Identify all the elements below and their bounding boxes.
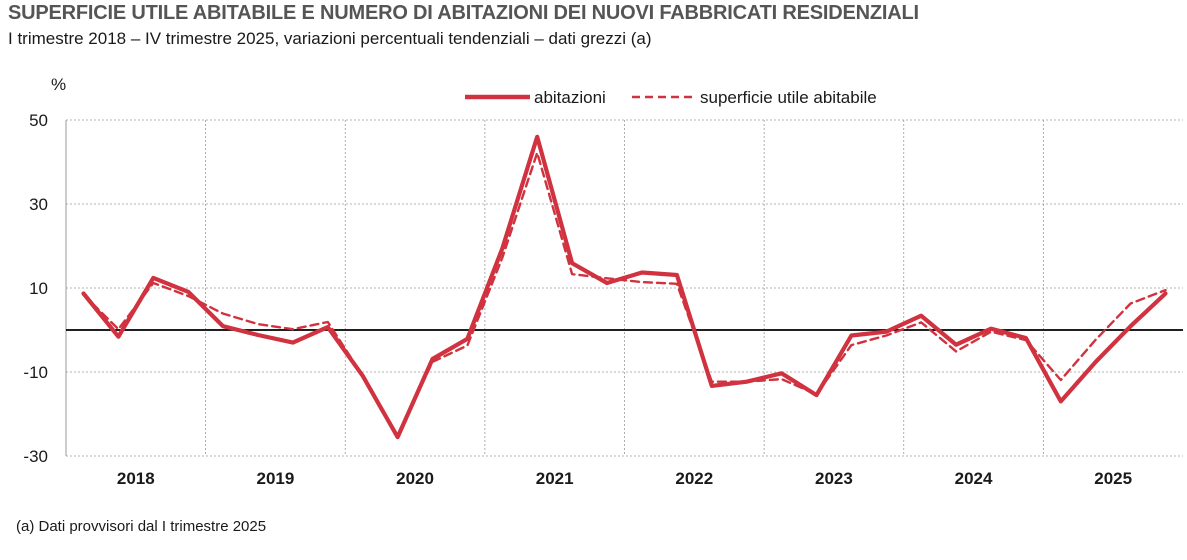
grid xyxy=(65,119,1183,457)
y-axis-unit-label: % xyxy=(51,75,66,94)
x-tick-label: 2018 xyxy=(117,469,155,488)
x-tick-label: 2023 xyxy=(815,469,853,488)
chart-subtitle: I trimestre 2018 – IV trimestre 2025, va… xyxy=(8,29,652,48)
legend-label-superficie: superficie utile abitabile xyxy=(700,88,877,107)
y-tick-label: 30 xyxy=(29,195,48,214)
legend: abitazioni superficie utile abitabile xyxy=(465,88,877,107)
y-tick-label: 10 xyxy=(29,279,48,298)
footnote: (a) Dati provvisori dal I trimestre 2025 xyxy=(16,518,267,535)
x-axis: 2018 2019 2020 2021 2022 2023 2024 2025 xyxy=(117,469,1132,488)
series-line-superficie-utile-abitabile xyxy=(82,151,1167,438)
y-axis: -30 -10 10 30 50 xyxy=(23,111,48,466)
x-tick-label: 2025 xyxy=(1094,469,1132,488)
x-tick-label: 2019 xyxy=(257,469,295,488)
x-tick-label: 2020 xyxy=(396,469,434,488)
x-tick-label: 2024 xyxy=(955,469,993,488)
series-line-abitazioni xyxy=(81,134,1168,440)
x-tick-label: 2021 xyxy=(536,469,574,488)
y-tick-label: -10 xyxy=(23,363,48,382)
y-tick-label: 50 xyxy=(29,111,48,130)
x-tick-label: 2022 xyxy=(675,469,713,488)
chart-title: SUPERFICIE UTILE ABITABILE E NUMERO DI A… xyxy=(8,2,919,24)
series xyxy=(81,134,1168,440)
legend-label-abitazioni: abitazioni xyxy=(534,88,606,107)
y-tick-label: -30 xyxy=(23,447,48,466)
